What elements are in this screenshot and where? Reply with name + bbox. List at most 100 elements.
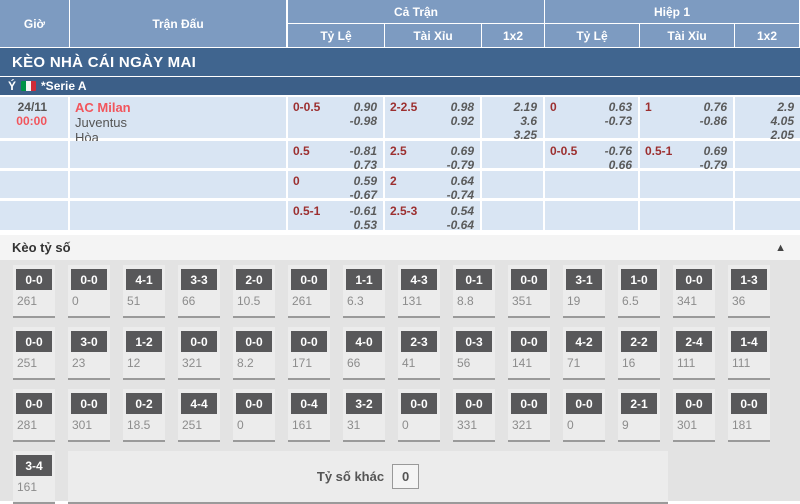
score-bet-box[interactable]: 0-0 281 <box>13 389 55 442</box>
h1-overunder-cell[interactable] <box>640 201 735 233</box>
score-bet-box[interactable]: 0-0 321 <box>178 327 220 380</box>
odds-value[interactable]: 0.63 <box>608 100 632 114</box>
other-score-odds-box[interactable]: 0 <box>392 464 420 489</box>
odds-value[interactable]: 2.19 <box>513 100 537 114</box>
score-bet-box[interactable]: 0-0 261 <box>13 265 55 318</box>
score-bet-box[interactable]: 0-0 141 <box>508 327 550 380</box>
score-bet-box[interactable]: 3-2 31 <box>343 389 385 442</box>
ft-1x2-cell[interactable]: 2.19 3.6 3.25 <box>482 97 545 142</box>
league-bar[interactable]: Ý *Serie A <box>0 76 800 97</box>
odds-value[interactable]: -0.76 <box>604 144 632 158</box>
odds-value[interactable]: 0.76 <box>703 100 727 114</box>
score-bet-box[interactable]: 0-3 56 <box>453 327 495 380</box>
odds-value[interactable]: -0.98 <box>349 114 377 128</box>
odds-value[interactable]: -0.79 <box>699 158 727 172</box>
score-bet-box[interactable]: 4-0 66 <box>343 327 385 380</box>
score-bet-box[interactable]: 0-0 171 <box>288 327 330 380</box>
odds-value[interactable]: -0.64 <box>446 218 474 232</box>
score-bet-box[interactable]: 1-4 111 <box>728 327 770 380</box>
score-bet-box[interactable]: 0-0 251 <box>13 327 55 380</box>
score-bet-box[interactable]: 0-0 0 <box>233 389 275 442</box>
ft-1x2-cell[interactable] <box>482 171 545 201</box>
score-bet-box[interactable]: 4-1 51 <box>123 265 165 318</box>
ft-handicap-cell[interactable]: 0 0.59 -0.67 <box>288 171 385 202</box>
odds-value[interactable]: 3.25 <box>513 128 537 142</box>
score-bet-box[interactable]: 3-3 66 <box>178 265 220 318</box>
odds-value[interactable]: 0.90 <box>353 100 377 114</box>
odds-value[interactable]: -0.79 <box>446 158 474 172</box>
odds-value[interactable]: 0.53 <box>353 218 377 232</box>
score-bet-box[interactable]: 1-0 6.5 <box>618 265 660 318</box>
score-bet-box[interactable]: 0-0 8.2 <box>233 327 275 380</box>
h1-handicap-cell[interactable] <box>545 201 640 233</box>
score-bet-box[interactable]: 0-0 301 <box>673 389 715 442</box>
score-bet-box[interactable]: 3-4 161 <box>13 451 55 504</box>
h1-overunder-cell[interactable]: 0.5-1 0.69 -0.79 <box>640 141 735 172</box>
score-bet-box[interactable]: 0-0 0 <box>398 389 440 442</box>
odds-value[interactable]: -0.73 <box>604 114 632 128</box>
score-bet-box[interactable]: 4-4 251 <box>178 389 220 442</box>
odds-value[interactable]: 4.05 <box>770 114 794 128</box>
score-bet-box[interactable]: 4-3 131 <box>398 265 440 318</box>
odds-value[interactable]: -0.86 <box>699 114 727 128</box>
ft-handicap-cell[interactable]: 0.5 -0.81 0.73 <box>288 141 385 172</box>
score-bet-box[interactable]: 3-1 19 <box>563 265 605 318</box>
ft-handicap-cell[interactable]: 0.5-1 -0.61 0.53 <box>288 201 385 233</box>
score-bet-box[interactable]: 0-2 18.5 <box>123 389 165 442</box>
score-bet-box[interactable]: 1-1 6.3 <box>343 265 385 318</box>
ft-handicap-cell[interactable]: 0-0.5 0.90 -0.98 <box>288 97 385 141</box>
odds-value[interactable]: -0.81 <box>349 144 377 158</box>
odds-value[interactable]: -0.61 <box>349 204 377 218</box>
score-bet-box[interactable]: 2-3 41 <box>398 327 440 380</box>
h1-1x2-cell[interactable]: 2.9 4.05 2.05 <box>735 97 800 142</box>
odds-value[interactable]: 2.9 <box>777 100 794 114</box>
odds-value[interactable]: 2.05 <box>770 128 794 142</box>
collapse-arrow-icon[interactable]: ▲ <box>775 241 786 254</box>
odds-value[interactable]: -0.74 <box>446 188 474 202</box>
score-bet-box[interactable]: 0-0 181 <box>728 389 770 442</box>
score-bet-box[interactable]: 0-1 8.8 <box>453 265 495 318</box>
score-bet-box[interactable]: 1-3 36 <box>728 265 770 318</box>
other-score-cell[interactable]: Tỷ số khác 0 <box>68 451 668 504</box>
odds-value[interactable]: 0.73 <box>353 158 377 172</box>
ft-overunder-cell[interactable]: 2.5 0.69 -0.79 <box>385 141 482 172</box>
ft-overunder-cell[interactable]: 2 0.64 -0.74 <box>385 171 482 202</box>
h1-handicap-cell[interactable]: 0-0.5 -0.76 0.66 <box>545 141 640 172</box>
score-bet-box[interactable]: 2-2 16 <box>618 327 660 380</box>
away-team[interactable]: Juventus <box>75 115 128 130</box>
ft-overunder-cell[interactable]: 2.5-3 0.54 -0.64 <box>385 201 482 233</box>
score-bet-box[interactable]: 2-1 9 <box>618 389 660 442</box>
score-bet-box[interactable]: 0-0 341 <box>673 265 715 318</box>
ft-1x2-cell[interactable] <box>482 201 545 233</box>
odds-value[interactable]: 0.66 <box>608 158 632 172</box>
h1-handicap-cell[interactable]: 0 0.63 -0.73 <box>545 97 640 141</box>
score-bet-box[interactable]: 0-0 301 <box>68 389 110 442</box>
h1-handicap-cell[interactable] <box>545 171 640 201</box>
h1-1x2-cell[interactable] <box>735 141 800 171</box>
score-bet-box[interactable]: 0-0 0 <box>68 265 110 318</box>
score-bet-box[interactable]: 0-4 161 <box>288 389 330 442</box>
odds-value[interactable]: 0.69 <box>450 144 474 158</box>
score-bet-box[interactable]: 4-2 71 <box>563 327 605 380</box>
h1-1x2-cell[interactable] <box>735 171 800 201</box>
score-bet-box[interactable]: 0-0 321 <box>508 389 550 442</box>
score-bet-box[interactable]: 0-0 351 <box>508 265 550 318</box>
odds-value[interactable]: 0.92 <box>450 114 474 128</box>
home-team[interactable]: AC Milan <box>75 100 131 115</box>
ft-overunder-cell[interactable]: 2-2.5 0.98 0.92 <box>385 97 482 141</box>
score-bet-box[interactable]: 3-0 23 <box>68 327 110 380</box>
score-bet-box[interactable]: 0-0 261 <box>288 265 330 318</box>
score-bet-box[interactable]: 2-4 111 <box>673 327 715 380</box>
score-bet-box[interactable]: 1-2 12 <box>123 327 165 380</box>
h1-overunder-cell[interactable] <box>640 171 735 201</box>
odds-value[interactable]: 0.64 <box>450 174 474 188</box>
score-bet-box[interactable]: 2-0 10.5 <box>233 265 275 318</box>
odds-value[interactable]: -0.67 <box>349 188 377 202</box>
h1-overunder-cell[interactable]: 1 0.76 -0.86 <box>640 97 735 141</box>
odds-value[interactable]: 0.59 <box>353 174 377 188</box>
odds-value[interactable]: 0.54 <box>450 204 474 218</box>
score-bet-box[interactable]: 0-0 331 <box>453 389 495 442</box>
score-bet-box[interactable]: 0-0 0 <box>563 389 605 442</box>
odds-value[interactable]: 0.69 <box>703 144 727 158</box>
odds-value[interactable]: 0.98 <box>450 100 474 114</box>
